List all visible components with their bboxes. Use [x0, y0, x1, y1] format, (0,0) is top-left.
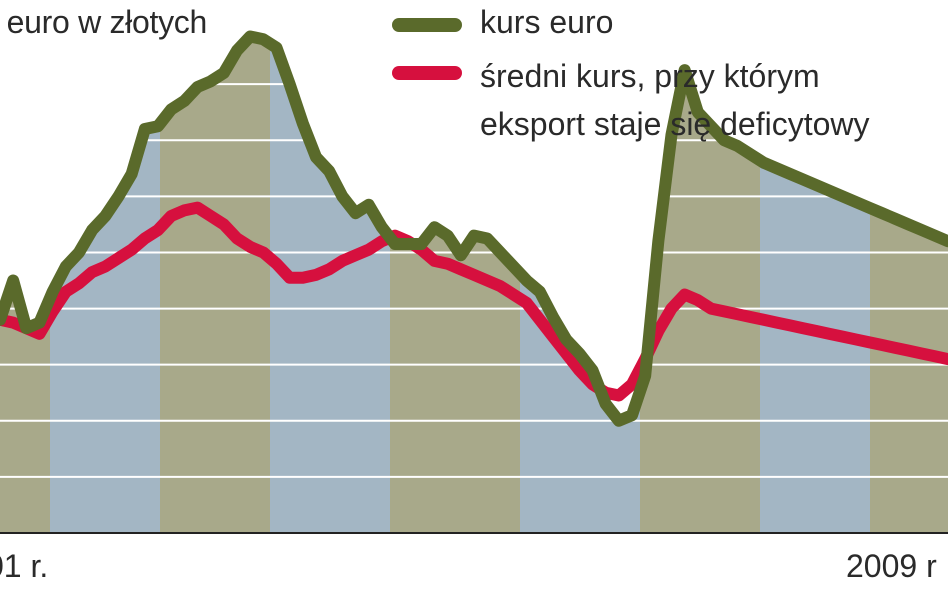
area-under-curve — [0, 0, 948, 421]
x-tick-label-end: 2009 r — [846, 548, 937, 584]
legend-label-sredni-kurs-line1: średni kurs, przy którym — [480, 58, 820, 94]
gridlines — [0, 27, 948, 478]
series-lines — [0, 30, 948, 427]
series-line — [0, 30, 948, 427]
legend-label-kurs-euro: kurs euro — [480, 4, 614, 40]
legend-swatch-kurs-euro — [392, 18, 462, 32]
legend-label-sredni-kurs-line2: eksport staje się deficytowy — [480, 106, 870, 142]
series-line — [0, 201, 948, 402]
chart-subtitle: rs euro w złotych — [0, 4, 207, 40]
x-tick-label-start: 01 r. — [0, 548, 49, 584]
legend-swatch-sredni-kurs — [392, 66, 462, 80]
area-above-curve-mask — [0, 0, 948, 421]
